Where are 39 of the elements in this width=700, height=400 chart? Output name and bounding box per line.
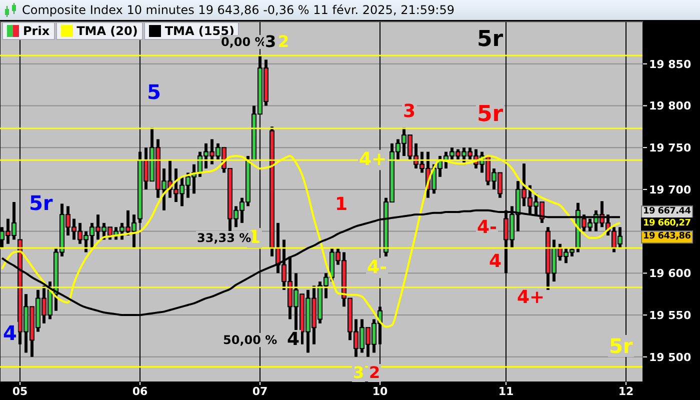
annotation: 3 (402, 101, 417, 122)
text: 19 643,86 (641, 230, 693, 244)
y-tick-label: 19 600 (649, 267, 692, 280)
x-tick-label: 05 (12, 384, 28, 398)
legend-label: TMA (155) (164, 24, 234, 38)
x-tick-label: 07 (252, 384, 268, 398)
legend-label: TMA (20) (76, 24, 138, 38)
y-tick-label: 19 800 (649, 100, 692, 113)
x-tick-label: 10 (372, 384, 388, 398)
annotation: 5 (146, 80, 162, 104)
annotation: 3 (264, 32, 278, 51)
y-tick-label: 19 700 (649, 183, 692, 196)
chart-title: Composite Index 10 minutes 19 643,86 -0,36 % 11 févr. 2025, 21:59:59 (22, 3, 454, 17)
annotation: 2 (368, 363, 382, 382)
annotation: 4 (488, 251, 503, 272)
annotation: 1 (334, 194, 349, 215)
text: 19 667.44 (641, 206, 693, 218)
annotation: 50,00 % (222, 333, 278, 347)
text: 19 660,27 (641, 218, 693, 230)
y-tick-label: 19 500 (649, 350, 692, 364)
annotation: 5r (476, 27, 504, 52)
annotation: 5r (608, 334, 634, 358)
annotation: 4- (366, 257, 388, 278)
legend-label: Prix (23, 24, 50, 38)
annotation: 2 (277, 32, 290, 51)
x-tick-label: 11 (498, 384, 514, 398)
annotation: 3 (352, 363, 366, 382)
annotation: 4 (286, 329, 301, 350)
annotation: 4+ (358, 149, 388, 170)
annotation: 5r (476, 102, 504, 127)
annotation: 5r (28, 191, 54, 215)
x-tick-label: 12 (618, 384, 634, 398)
y-tick-label: 19 850 (649, 58, 692, 71)
x-tick-label: 06 (132, 384, 148, 398)
y-tick-label: 19 750 (649, 141, 692, 154)
annotation: 4+ (516, 287, 546, 308)
annotation: 4 (2, 321, 18, 345)
y-tick-label: 19 550 (649, 308, 692, 322)
annotation: 4- (476, 217, 498, 238)
